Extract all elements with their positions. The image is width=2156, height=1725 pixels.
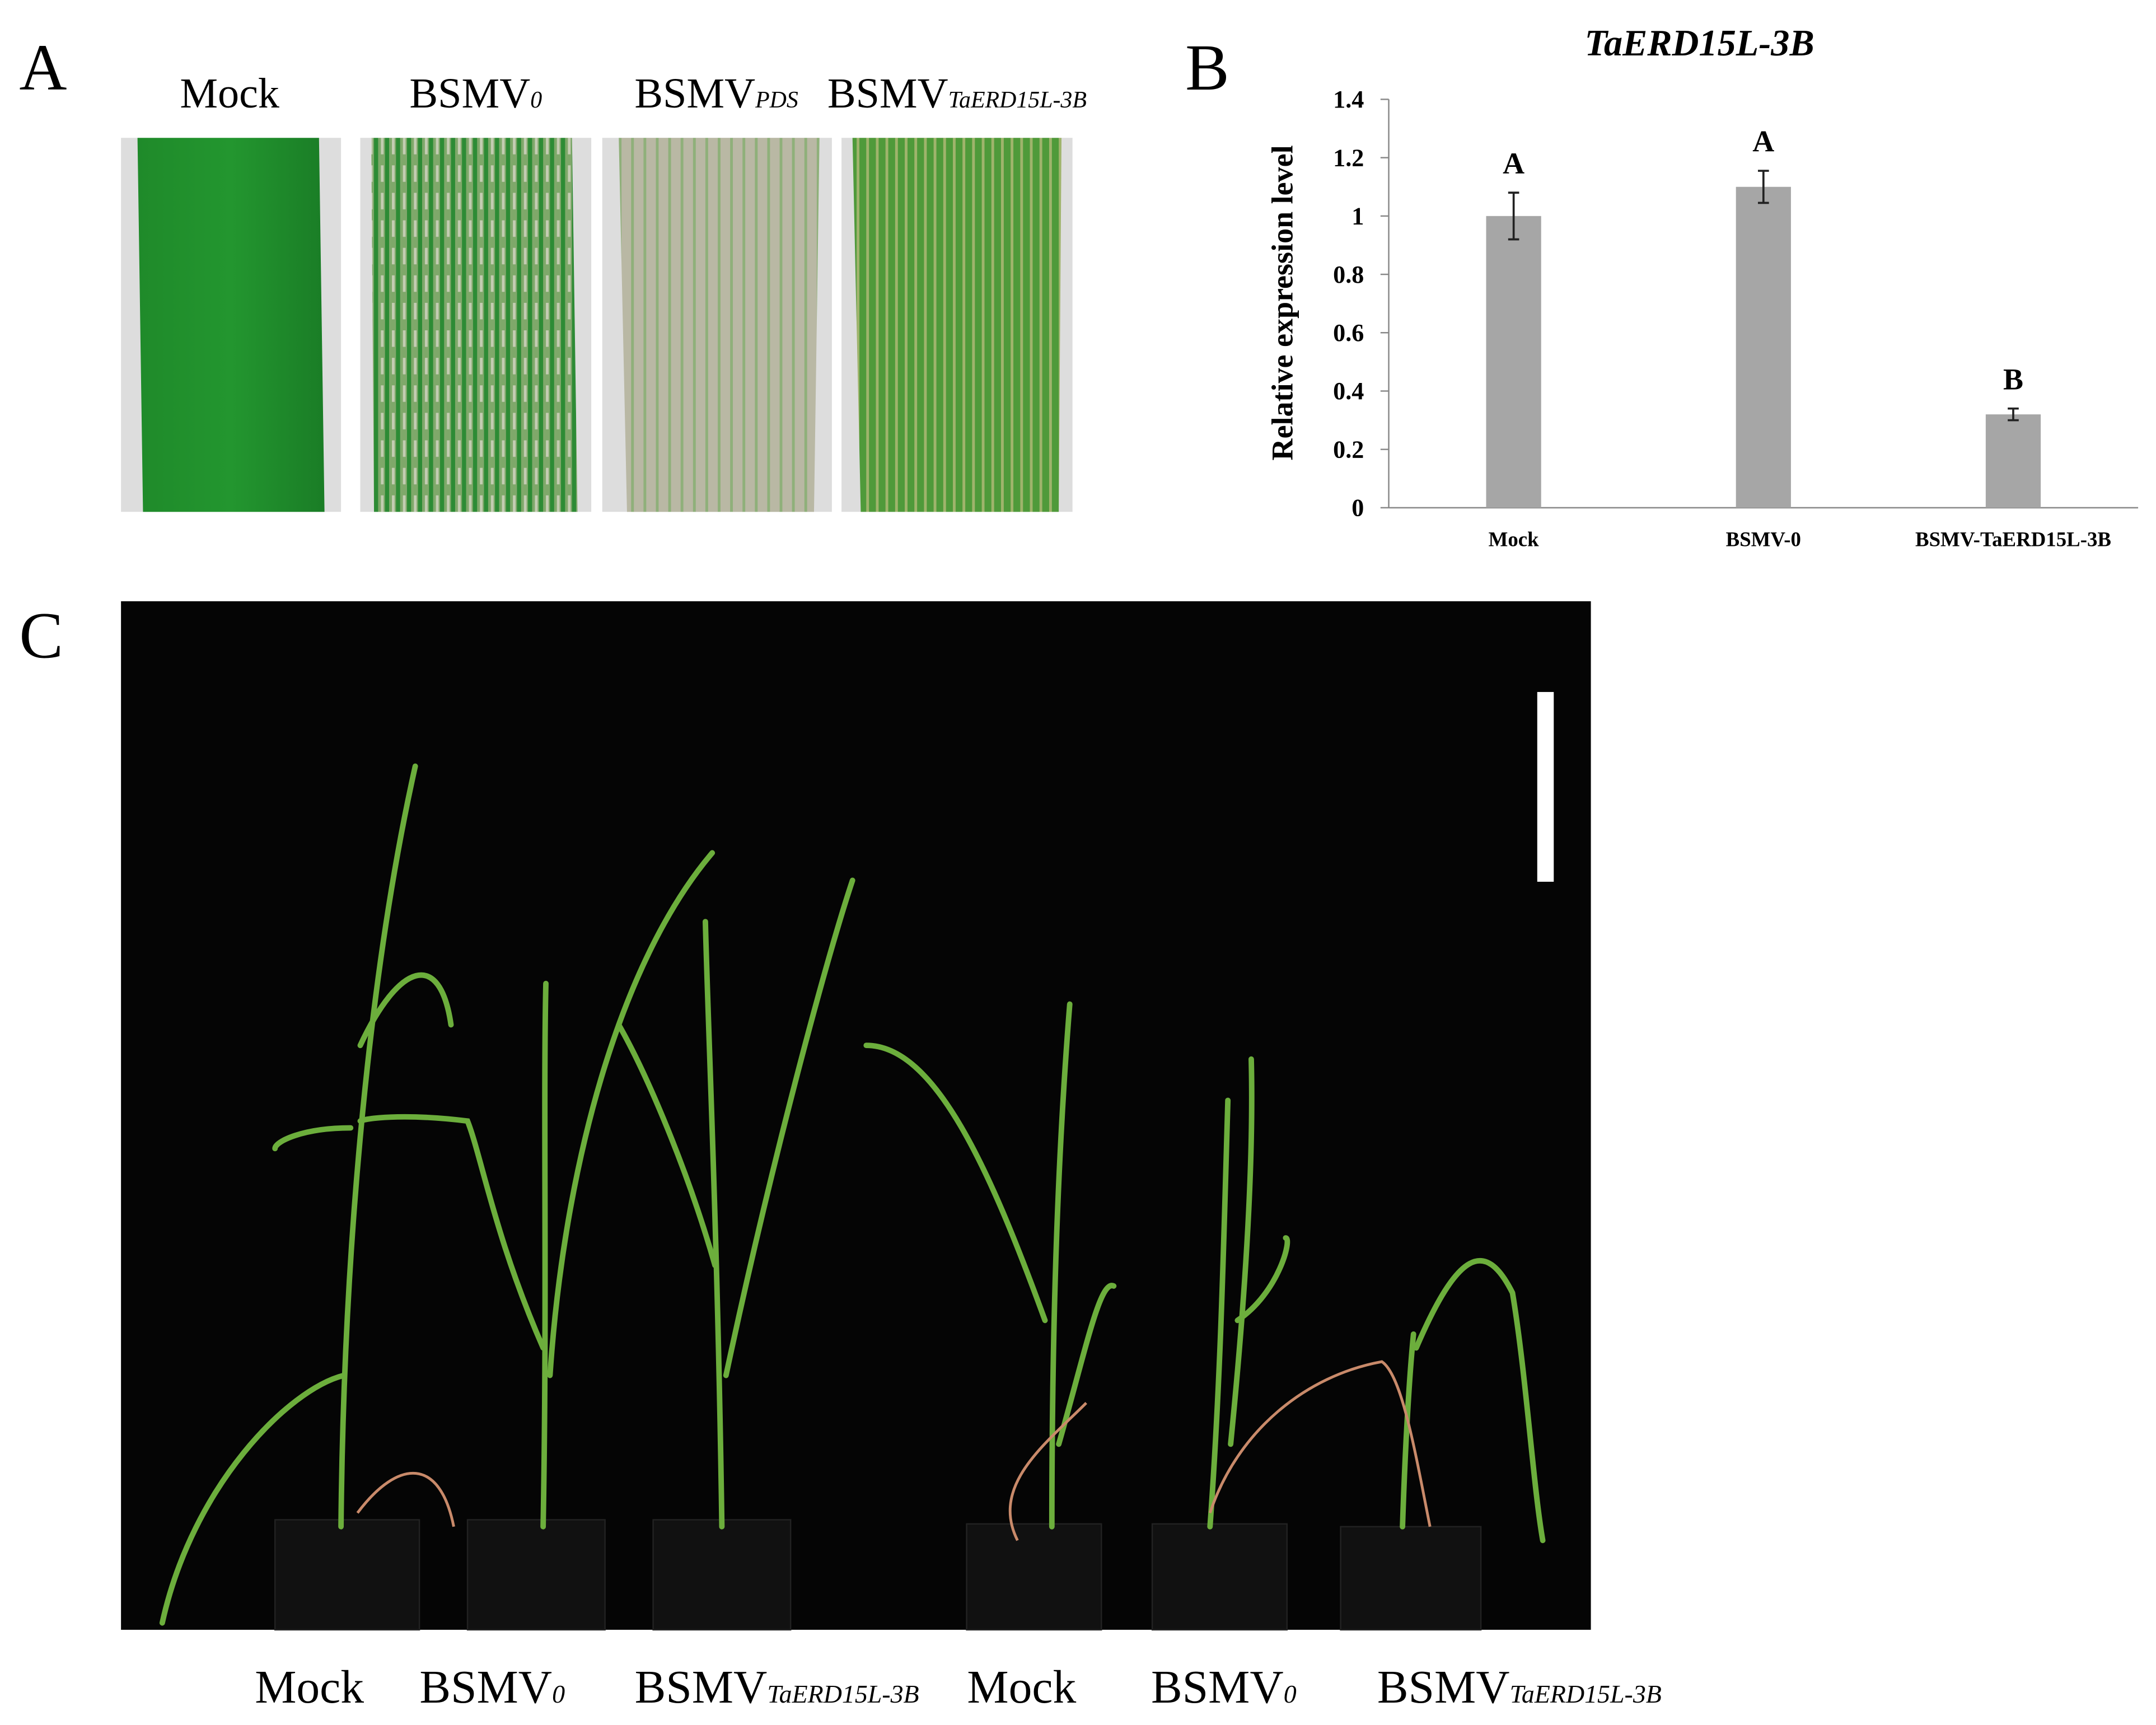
panel-label: B xyxy=(1185,31,1229,104)
plant-photo xyxy=(121,601,1591,1631)
y-axis-label: Relative expression level xyxy=(1266,145,1299,460)
label-part: Mock xyxy=(180,70,280,117)
y-tick-label: 0.4 xyxy=(1333,377,1364,405)
x-tick-label: BSMV-0 xyxy=(1726,528,1801,551)
y-tick-label: 0.8 xyxy=(1333,261,1364,288)
x-tick-label: BSMV-TaERD15L-3B xyxy=(1915,528,2111,551)
y-tick-label: 0.6 xyxy=(1333,319,1364,347)
plant-label: BSMVTaERD15L-3B xyxy=(1377,1662,1662,1713)
label-part: Mock xyxy=(255,1662,364,1713)
plant-label: Mock xyxy=(255,1662,364,1713)
y-tick-label: 0.2 xyxy=(1333,436,1364,463)
panel-label: A xyxy=(19,31,67,104)
bar xyxy=(1486,216,1541,508)
leaf-label: BSMV0 xyxy=(409,70,542,117)
label-part: BSMV xyxy=(409,70,530,117)
label-part: Mock xyxy=(967,1662,1076,1713)
label-part: 0 xyxy=(1284,1680,1297,1708)
chart-title: TaERD15L-3B xyxy=(1585,23,1814,64)
label-part: BSMV xyxy=(419,1662,552,1713)
bar-chart: TaERD15L-3B Relative expression level 0 0… xyxy=(1266,23,2139,551)
label-part: 0 xyxy=(530,87,542,113)
label-part: BSMV xyxy=(1377,1662,1510,1713)
bar xyxy=(1736,186,1791,508)
leaf-label: Mock xyxy=(180,70,280,117)
leaf-label: BSMVPDS xyxy=(634,70,798,117)
plant-label: BSMV0 xyxy=(1151,1662,1297,1713)
label-part: BSMV xyxy=(634,70,755,117)
error-bar xyxy=(2008,407,2019,422)
label-part: 0 xyxy=(552,1680,565,1708)
significance-letter: B xyxy=(2003,362,2023,396)
label-part: BSMV xyxy=(827,70,948,117)
leaf-photos xyxy=(121,138,1073,512)
plant-label: BSMV0 xyxy=(419,1662,565,1713)
error-bar xyxy=(1508,191,1519,241)
x-tick-label: Mock xyxy=(1489,528,1540,551)
y-tick-label: 1.4 xyxy=(1333,86,1364,113)
label-part: PDS xyxy=(755,87,798,113)
panel-label: C xyxy=(19,600,63,672)
leaf-label: BSMVTaERD15L-3B xyxy=(827,70,1087,117)
error-bar xyxy=(1757,170,1769,204)
label-part: TaERD15L-3B xyxy=(1510,1680,1662,1708)
label-part: BSMV xyxy=(635,1662,768,1713)
y-tick-label: 1 xyxy=(1351,203,1364,230)
bar xyxy=(1985,414,2041,508)
significance-letter: A xyxy=(1752,125,1774,158)
label-part: BSMV xyxy=(1151,1662,1284,1713)
significance-letter: A xyxy=(1503,147,1524,180)
y-tick-label: 1.2 xyxy=(1333,144,1364,171)
label-part: TaERD15L-3B xyxy=(767,1680,919,1708)
plant-label: Mock xyxy=(967,1662,1076,1713)
plant-label: BSMVTaERD15L-3B xyxy=(635,1662,919,1713)
label-part: TaERD15L-3B xyxy=(948,87,1087,113)
y-tick-label: 0 xyxy=(1351,494,1364,522)
